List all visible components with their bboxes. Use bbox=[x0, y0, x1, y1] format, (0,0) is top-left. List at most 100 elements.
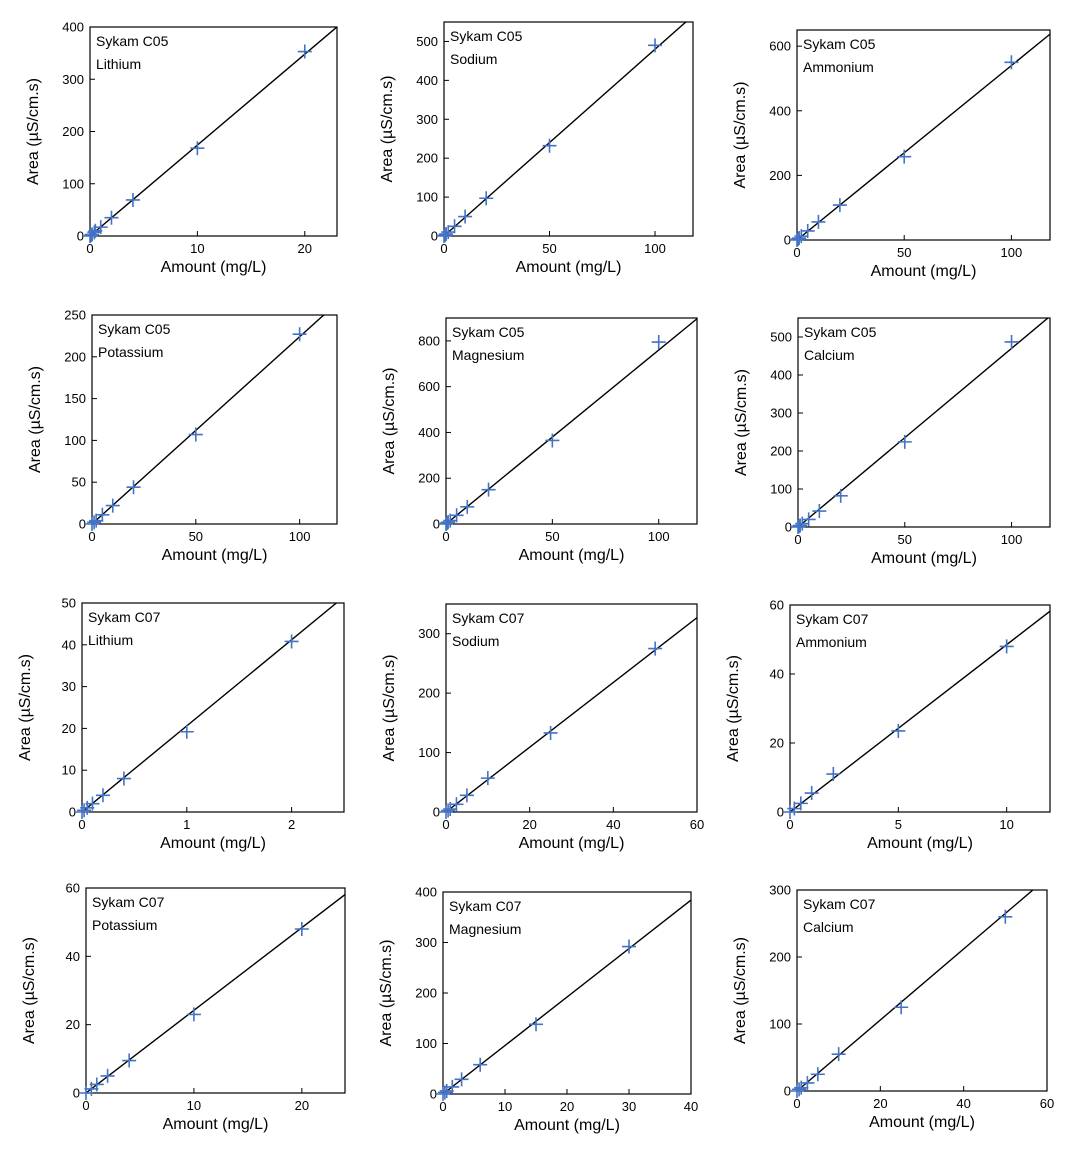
legend-instrument: Sykam C07 bbox=[796, 611, 869, 627]
data-point bbox=[545, 433, 560, 448]
x-tick-label: 100 bbox=[644, 241, 666, 256]
data-point bbox=[89, 513, 104, 528]
legend-instrument: Sykam C07 bbox=[92, 894, 165, 910]
y-tick-label: 600 bbox=[769, 39, 791, 54]
chart-panel-12: 0 20 40 60 0 100 200 300 Amount (mg/L) Area (µS/c… bbox=[732, 883, 1054, 1132]
y-tick-label: 200 bbox=[418, 471, 440, 486]
y-axis-label: Area (µS/cm.s) bbox=[725, 655, 742, 762]
data-point bbox=[1004, 334, 1019, 349]
legend-instrument: Sykam C05 bbox=[804, 324, 877, 340]
y-tick-label: 0 bbox=[431, 229, 438, 244]
data-point bbox=[190, 141, 205, 156]
y-tick-label: 60 bbox=[770, 598, 784, 613]
y-axis-label: Area (µS/cm.s) bbox=[381, 367, 398, 474]
chart-panel-10: 0 10 20 0 20 40 60 Amount (mg/L) Area (µS/cm.s) S… bbox=[21, 881, 346, 1133]
data-point bbox=[529, 1017, 543, 1032]
data-point bbox=[297, 44, 312, 59]
data-point bbox=[793, 518, 808, 533]
data-point bbox=[445, 1079, 460, 1094]
data-point bbox=[648, 38, 663, 53]
plot-frame bbox=[797, 317, 1051, 528]
y-tick-label: 100 bbox=[64, 433, 86, 448]
legend-ion: Magnesium bbox=[449, 921, 521, 937]
y-tick-label: 200 bbox=[769, 950, 791, 965]
data-point bbox=[441, 515, 456, 530]
y-tick-label: 100 bbox=[415, 1036, 437, 1051]
y-tick-label: 600 bbox=[418, 379, 440, 394]
y-tick-label: 400 bbox=[769, 103, 791, 118]
data-point bbox=[480, 771, 495, 786]
data-point bbox=[179, 724, 194, 739]
y-axis-label: Area (µS/cm.s) bbox=[25, 78, 42, 185]
x-tick-label: 0 bbox=[439, 1099, 446, 1114]
y-tick-label: 0 bbox=[784, 1084, 791, 1099]
data-point bbox=[897, 434, 912, 449]
legend-ion: Calcium bbox=[804, 347, 855, 363]
chart-panel-4: 0 50 100 0 50 100 150 200 250 Amount (mg/L) Area (… bbox=[27, 308, 338, 564]
plot-frame bbox=[789, 604, 1051, 813]
chart-panel-3: 0 50 100 0 200 400 600 Amount (mg/L) Area (µS/cm… bbox=[732, 29, 1051, 280]
data-point bbox=[479, 191, 494, 206]
y-tick-label: 20 bbox=[770, 736, 784, 751]
data-point bbox=[542, 138, 557, 153]
y-tick-label: 50 bbox=[72, 475, 86, 490]
y-tick-label: 0 bbox=[433, 517, 440, 532]
x-tick-label: 40 bbox=[684, 1099, 698, 1114]
data-point bbox=[441, 803, 456, 818]
data-point bbox=[122, 1053, 137, 1068]
x-axis-label: Amount (mg/L) bbox=[162, 547, 268, 564]
x-tick-label: 0 bbox=[88, 529, 95, 544]
y-tick-label: 300 bbox=[770, 406, 792, 421]
plot-frame bbox=[445, 603, 698, 813]
y-axis-label: Area (µS/cm.s) bbox=[381, 654, 398, 761]
data-point bbox=[95, 788, 110, 803]
data-point bbox=[800, 1075, 815, 1090]
y-tick-label: 0 bbox=[433, 805, 440, 820]
y-tick-label: 300 bbox=[62, 72, 84, 87]
y-tick-label: 40 bbox=[62, 637, 76, 652]
legend-ion: Lithium bbox=[96, 56, 141, 72]
x-tick-label: 60 bbox=[690, 817, 704, 832]
data-point bbox=[473, 1057, 488, 1072]
legend-instrument: Sykam C05 bbox=[803, 36, 876, 52]
data-point bbox=[792, 1082, 807, 1097]
y-tick-label: 200 bbox=[62, 124, 84, 139]
legend-instrument: Sykam C05 bbox=[96, 33, 169, 49]
x-tick-label: 40 bbox=[956, 1096, 970, 1111]
x-axis-label: Amount (mg/L) bbox=[871, 263, 977, 280]
data-point bbox=[449, 797, 464, 812]
x-tick-label: 20 bbox=[560, 1099, 574, 1114]
legend-ion: Ammonium bbox=[803, 59, 874, 75]
x-tick-label: 5 bbox=[895, 817, 902, 832]
y-tick-label: 200 bbox=[769, 168, 791, 183]
legend-ion: Ammonium bbox=[796, 634, 867, 650]
legend-instrument: Sykam C07 bbox=[449, 898, 522, 914]
y-tick-label: 200 bbox=[418, 686, 440, 701]
y-tick-label: 800 bbox=[418, 333, 440, 348]
data-point bbox=[93, 220, 108, 235]
data-point bbox=[832, 198, 847, 213]
y-axis-label: Area (µS/cm.s) bbox=[379, 75, 396, 182]
y-tick-label: 100 bbox=[769, 1017, 791, 1032]
plot-frame bbox=[91, 314, 338, 525]
y-tick-label: 200 bbox=[416, 151, 438, 166]
x-tick-label: 100 bbox=[1001, 532, 1023, 547]
y-tick-label: 100 bbox=[416, 190, 438, 205]
data-point bbox=[833, 488, 848, 503]
data-point bbox=[894, 1000, 909, 1015]
x-axis-label: Amount (mg/L) bbox=[867, 835, 973, 852]
y-axis-label: Area (µS/cm.s) bbox=[21, 937, 38, 1044]
y-tick-label: 0 bbox=[784, 233, 791, 248]
plot-frame bbox=[443, 21, 694, 237]
x-tick-label: 40 bbox=[606, 817, 620, 832]
y-tick-label: 0 bbox=[777, 805, 784, 820]
legend-ion: Lithium bbox=[88, 632, 133, 648]
data-point bbox=[792, 231, 807, 246]
data-point bbox=[105, 498, 120, 513]
y-tick-label: 0 bbox=[73, 1086, 80, 1101]
plot-frame bbox=[81, 602, 345, 813]
data-point bbox=[897, 149, 912, 164]
y-tick-label: 300 bbox=[416, 112, 438, 127]
